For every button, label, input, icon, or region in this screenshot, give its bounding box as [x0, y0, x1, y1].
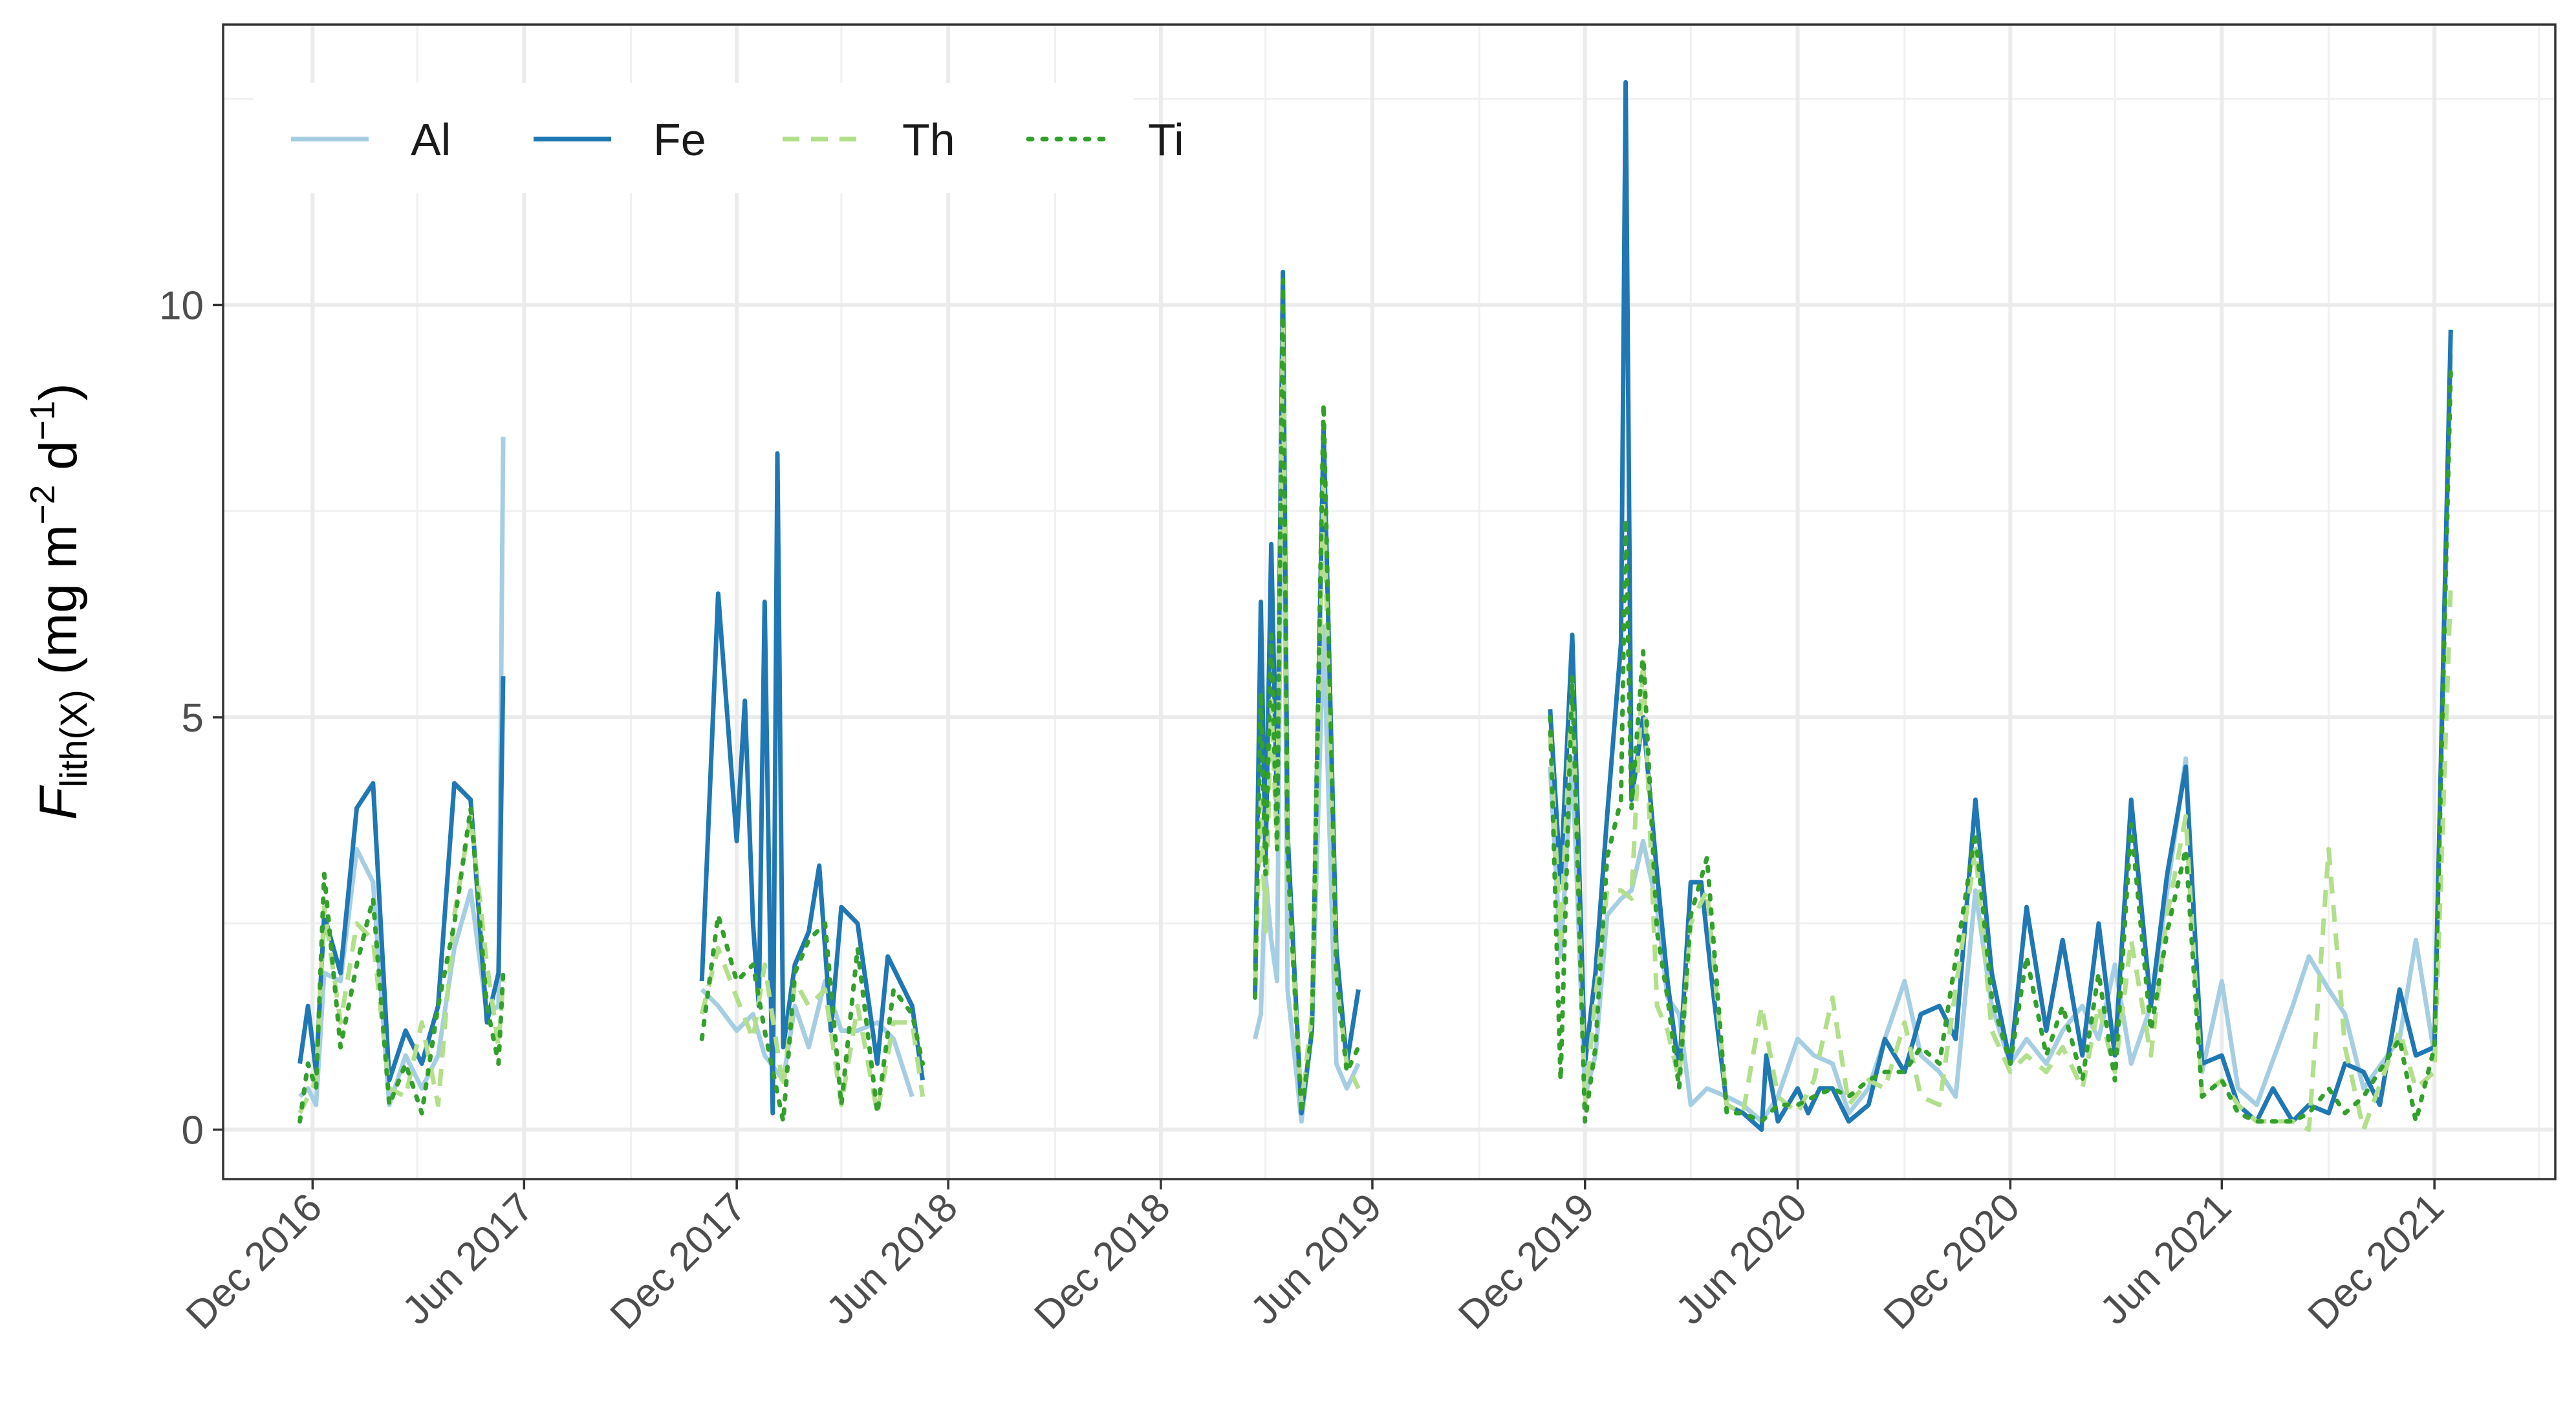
series-line-ti	[298, 805, 506, 1124]
y-tick-label: 0	[182, 1109, 204, 1153]
y-axis-label: Flith(X) (mg m−2 d−1)	[23, 383, 95, 820]
y-tick-label: 10	[159, 284, 204, 329]
legend-label-ti: Ti	[1148, 114, 1184, 165]
legend-label-fe: Fe	[653, 114, 706, 165]
legend-background	[254, 83, 1133, 193]
major-gridlines	[223, 25, 2555, 1179]
series-layer	[298, 80, 2453, 1132]
series-line-al	[700, 979, 915, 1098]
series-line-fe	[699, 451, 925, 1116]
legend-label-th: Th	[902, 114, 955, 165]
series-line-th	[699, 946, 925, 1116]
series-ti	[298, 277, 2453, 1124]
series-line-ti	[1253, 277, 1361, 1116]
series-line-th	[1548, 585, 2453, 1132]
series-line-ti	[1548, 369, 2453, 1124]
plot-panel-border	[222, 23, 2557, 1180]
legend-label-al: Al	[411, 114, 451, 165]
series-line-ti	[699, 913, 925, 1124]
series-line-fe	[1548, 80, 2453, 1132]
series-line-th	[298, 814, 506, 1114]
legend: Al Fe Th Ti	[254, 83, 1184, 193]
y-tick-label: 5	[182, 696, 204, 741]
y-axis: 0 5 10	[159, 284, 223, 1153]
